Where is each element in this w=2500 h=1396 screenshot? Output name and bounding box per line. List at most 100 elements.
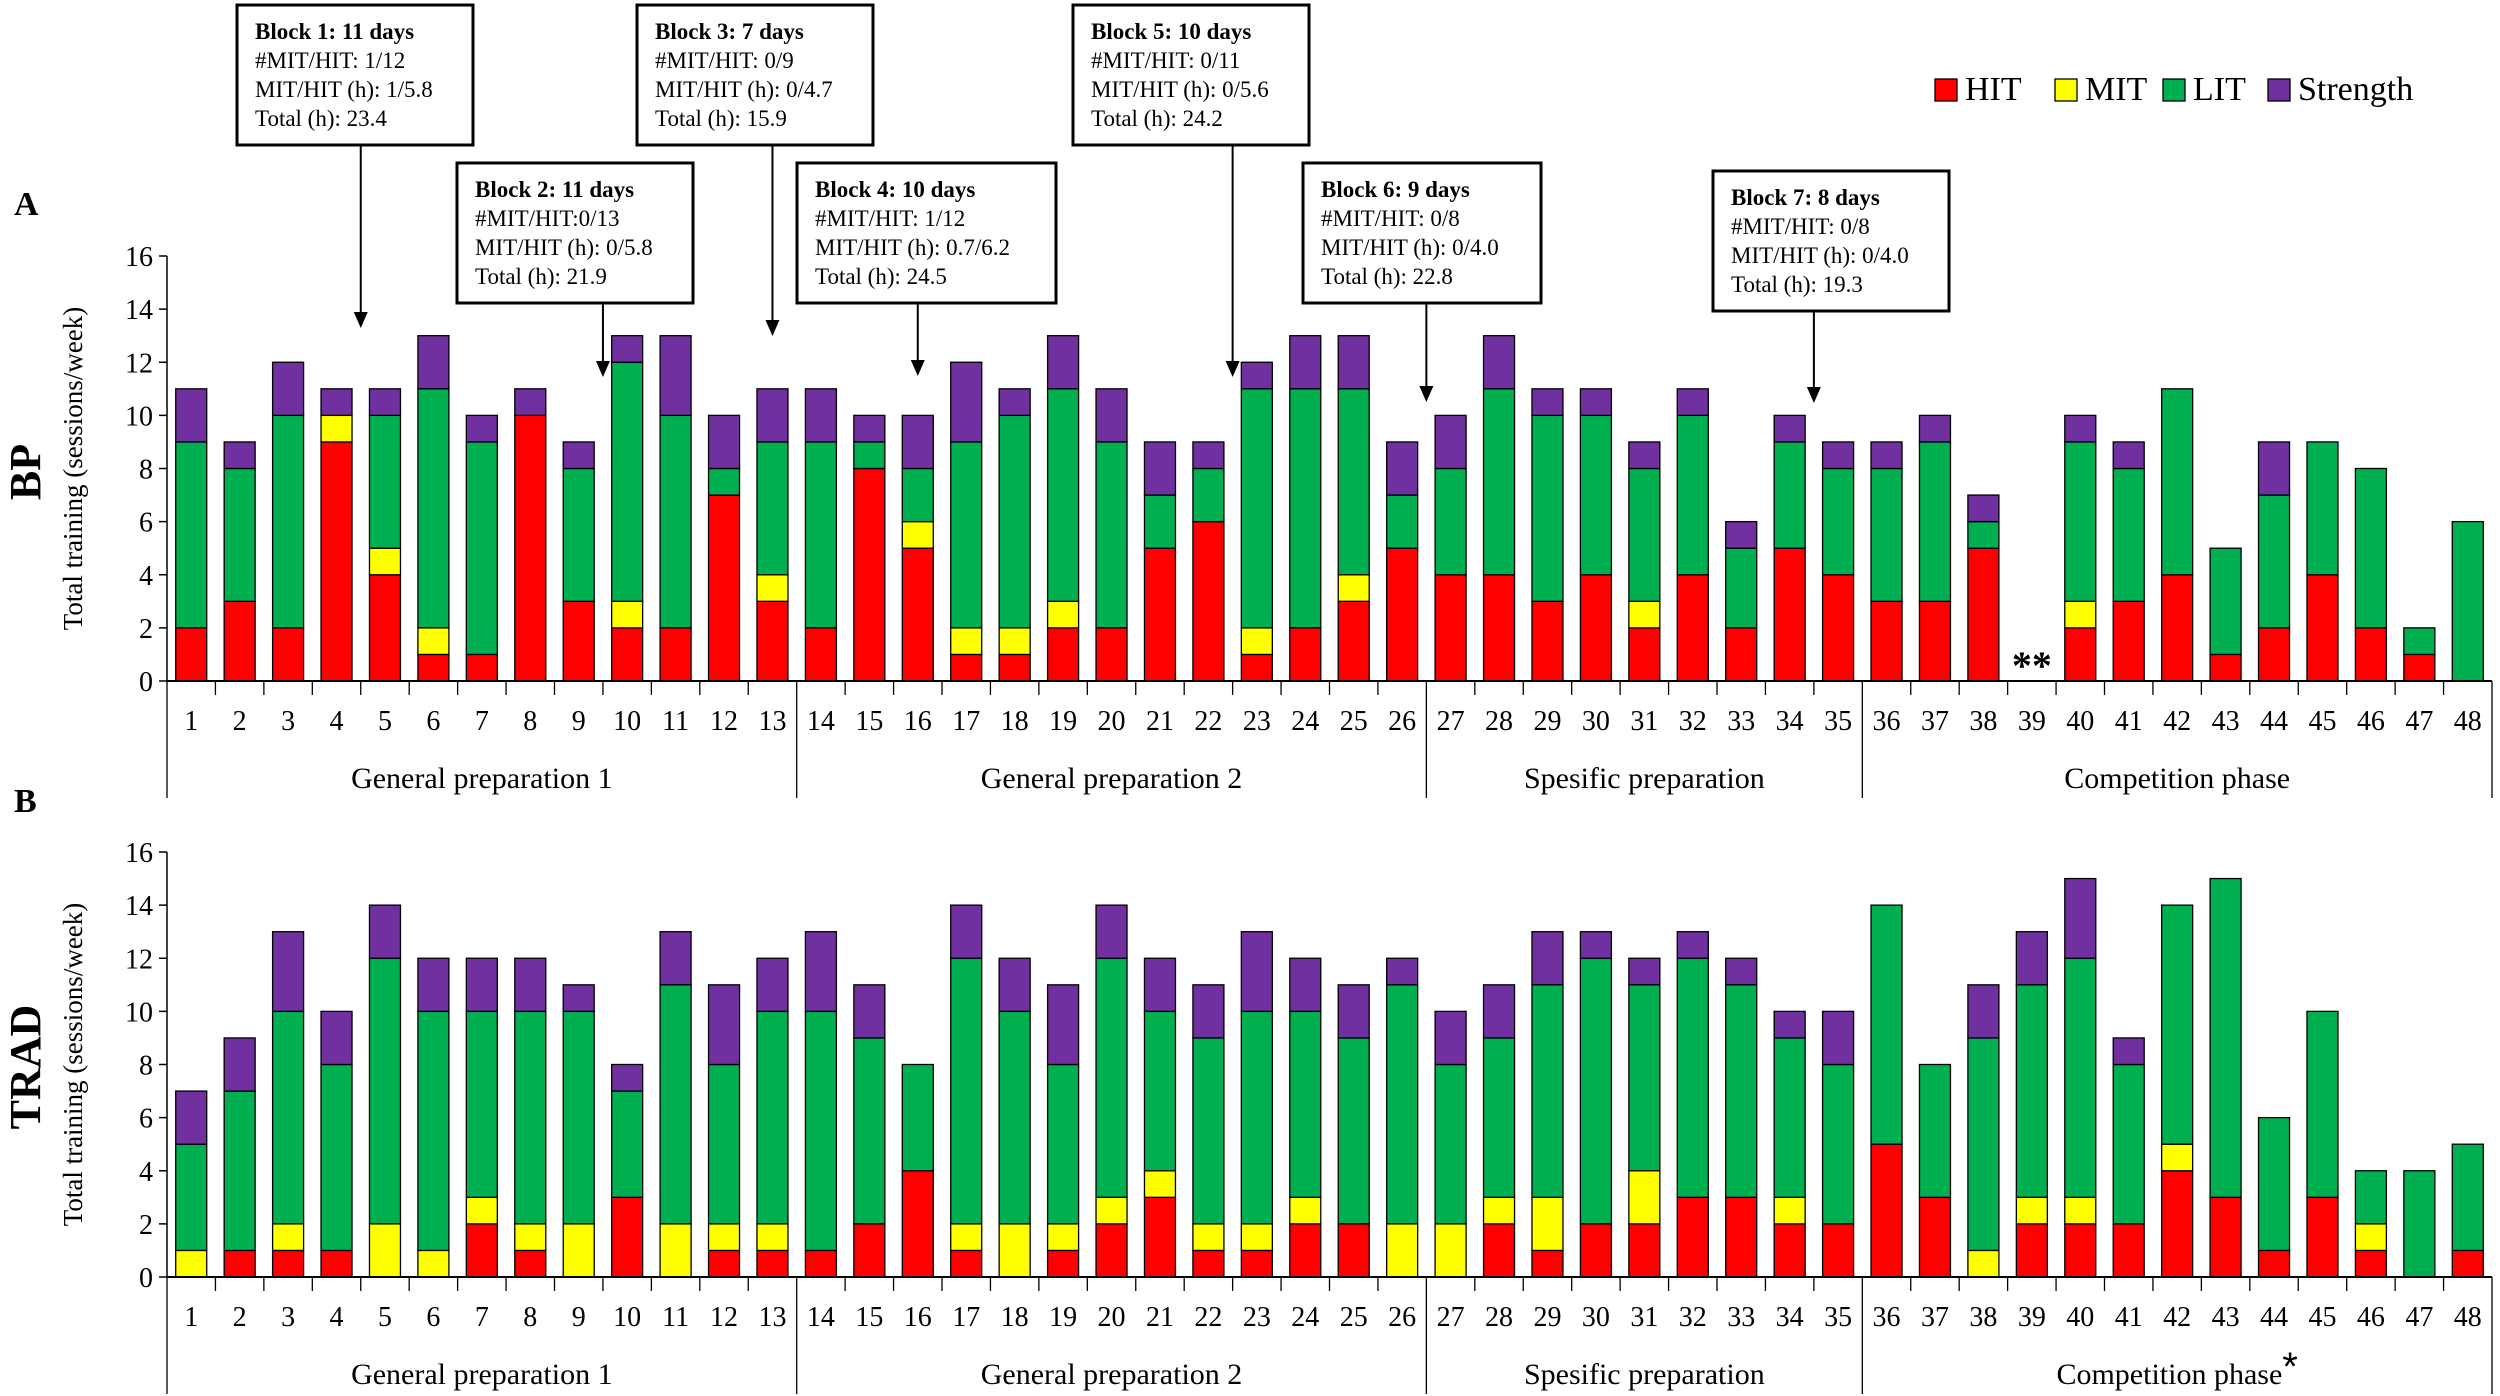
- bar-segment-mit: [756, 574, 789, 602]
- bar-segment-mit: [1240, 627, 1273, 656]
- bar-segment-hit: [1482, 1223, 1516, 1278]
- bar-segment-hit: [1386, 547, 1419, 682]
- x-tick-label: 26: [1388, 706, 1416, 737]
- x-tick-label: 47: [2405, 1302, 2433, 1333]
- x-tick-label: 42: [2163, 1302, 2191, 1333]
- bar-segment-hit: [1289, 1223, 1322, 1278]
- x-tick-label: 46: [2357, 706, 2385, 737]
- bar-segment-hit: [1725, 627, 1758, 682]
- x-tick-label: 1: [184, 1302, 198, 1333]
- bar-segment-strength: [659, 931, 692, 986]
- bar-segment-hit: [223, 600, 256, 682]
- x-tick-label: 23: [1243, 706, 1271, 737]
- bar-segment-hit: [271, 1249, 305, 1278]
- x-tick-label: 32: [1679, 706, 1707, 737]
- bar-segment-strength: [1918, 414, 1952, 443]
- block-box-frame: [1711, 169, 1951, 313]
- bar-segment-lit: [271, 414, 305, 629]
- x-tick-label: 30: [1582, 1302, 1610, 1333]
- x-tick-label: 11: [662, 1302, 689, 1333]
- bar-segment-mit: [901, 520, 934, 549]
- bar-segment-strength: [1579, 931, 1613, 959]
- bar-segment-lit: [2354, 467, 2388, 629]
- y-tick-label: 8: [139, 1051, 153, 1082]
- bar-segment-hit: [1579, 1223, 1613, 1278]
- bar-segment-lit: [1918, 441, 1952, 602]
- x-tick-label: 16: [904, 706, 932, 737]
- bar-segment-lit: [1579, 414, 1613, 576]
- x-tick-label: 9: [572, 1302, 586, 1333]
- bar-segment-mit: [175, 1249, 208, 1278]
- bar-segment-lit: [223, 467, 256, 602]
- bar-segment-strength: [562, 984, 595, 1013]
- block-detail-line: Total (h): 24.5: [815, 264, 947, 289]
- bar-segment-hit: [901, 547, 934, 682]
- bar-segment-strength: [2064, 877, 2097, 959]
- block-title: Block 5: 10 days: [1091, 19, 1251, 44]
- bar-segment-strength: [1579, 388, 1613, 417]
- bar-segment-hit: [707, 494, 741, 682]
- bar-segment-strength: [1095, 904, 1128, 959]
- x-tick-label: 11: [662, 706, 689, 737]
- bar-segment-mit: [1773, 1196, 1806, 1225]
- bar-segment-hit: [2209, 653, 2242, 682]
- bar-segment-lit: [175, 441, 208, 629]
- x-tick-label: 18: [1001, 706, 1029, 737]
- bar-segment-hit: [1289, 627, 1322, 682]
- bar-segment-hit: [2306, 1196, 2339, 1278]
- bar-segment-hit: [1773, 1223, 1806, 1278]
- bar-segment-mit: [1628, 600, 1661, 629]
- block-box-frame: [1301, 161, 1543, 305]
- bar-segment-lit: [804, 441, 838, 629]
- bar-segment-hit: [1143, 1196, 1177, 1278]
- bar-segment-mit: [756, 1223, 789, 1252]
- block-detail-line: Total (h): 22.8: [1321, 264, 1453, 289]
- bar-segment-hit: [320, 441, 353, 682]
- bar-segment-hit: [1095, 627, 1128, 682]
- bar-segment-strength: [1773, 414, 1806, 443]
- bar-segment-strength: [465, 414, 498, 443]
- bar-segment-lit: [1240, 388, 1273, 629]
- x-tick-label: 1: [184, 706, 198, 737]
- bar-segment-hit: [2112, 600, 2145, 682]
- bar-segment-hit: [659, 627, 692, 682]
- bar-segment-strength: [1434, 414, 1467, 470]
- y-tick-label: 6: [139, 508, 153, 539]
- bar-segment-mit: [368, 547, 402, 576]
- bar-segment-strength: [223, 441, 256, 470]
- bar-segment-hit: [853, 1223, 886, 1278]
- bar-segment-lit: [2064, 957, 2097, 1198]
- x-tick-label: 28: [1485, 706, 1513, 737]
- legend-swatch-strength: [2267, 78, 2291, 102]
- block-title: Block 2: 11 days: [475, 177, 634, 202]
- bar-segment-lit: [2306, 1010, 2339, 1198]
- bar-segment-hit: [223, 1249, 256, 1278]
- bar-segment-strength: [2112, 441, 2145, 470]
- bar-segment-lit: [756, 1010, 789, 1225]
- bar-segment-lit: [1531, 984, 1564, 1198]
- x-tick-label: 5: [378, 706, 392, 737]
- legend-swatch-mit: [2054, 78, 2078, 102]
- bar-segment-hit: [2064, 627, 2097, 682]
- bar-segment-strength: [417, 957, 450, 1013]
- bar-segment-lit: [223, 1090, 256, 1252]
- bar-segment-hit: [271, 627, 305, 682]
- block-title: Block 3: 7 days: [655, 19, 804, 44]
- bar-segment-hit: [611, 627, 644, 682]
- bar-segment-mit: [320, 414, 353, 443]
- bar-segment-strength: [1967, 494, 2000, 523]
- x-tick-label: 33: [1727, 1302, 1755, 1333]
- block-detail-line: #MIT/HIT: 0/11: [1091, 48, 1240, 73]
- bar-annotation: **: [2012, 643, 2052, 688]
- y-tick-label: 14: [125, 295, 153, 326]
- bar-segment-lit: [2112, 467, 2145, 602]
- bar-segment-hit: [804, 1249, 838, 1278]
- x-tick-label: 44: [2260, 706, 2288, 737]
- panel-a-bp: ABP Total training (sessions/week)0246810…: [1, 186, 2493, 798]
- group-label: TRAD: [1, 1005, 50, 1130]
- bar-segment-hit: [417, 653, 450, 682]
- block-detail-line: #MIT/HIT:0/13: [475, 206, 620, 231]
- bar-segment-lit: [562, 467, 595, 602]
- bar-segment-strength: [1095, 388, 1128, 443]
- bar-segment-lit: [1337, 1037, 1370, 1225]
